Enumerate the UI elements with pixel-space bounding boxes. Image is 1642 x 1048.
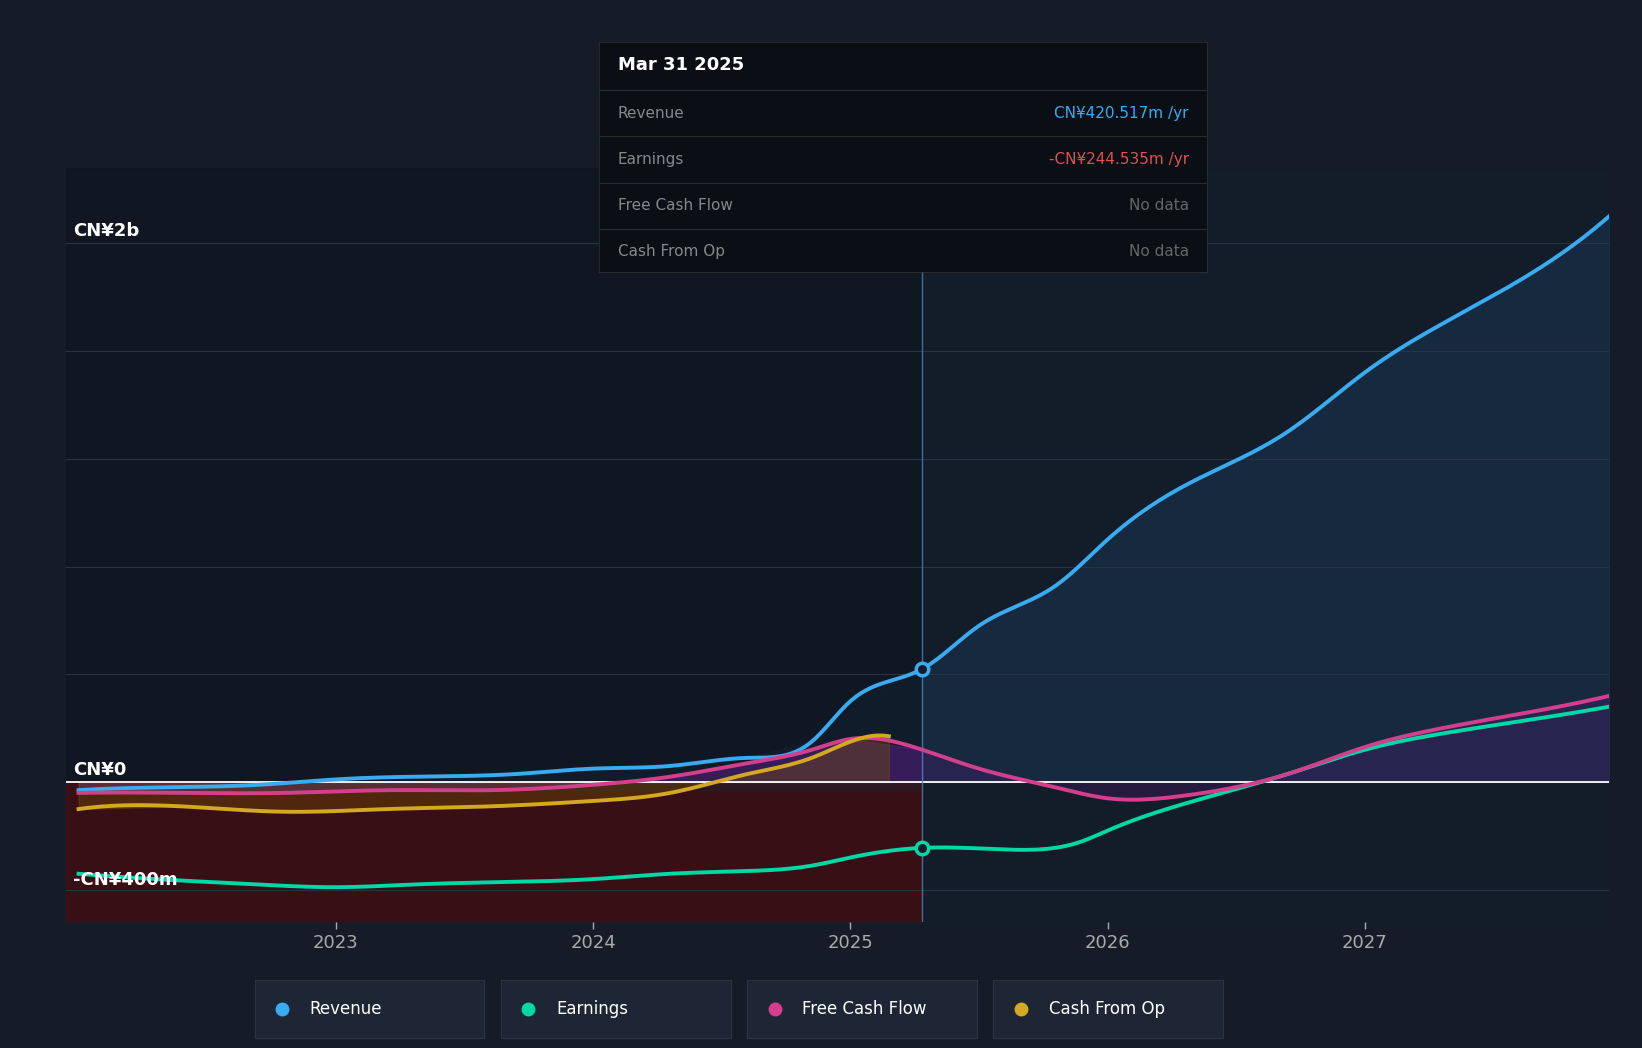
- Text: No data: No data: [1128, 244, 1189, 259]
- Bar: [66, 782, 923, 922]
- Text: CN¥420.517m /yr: CN¥420.517m /yr: [1054, 106, 1189, 121]
- Bar: [66, 168, 923, 922]
- Text: CN¥2b: CN¥2b: [74, 222, 140, 240]
- Text: Free Cash Flow: Free Cash Flow: [803, 1000, 926, 1018]
- Text: Mar 31 2025: Mar 31 2025: [617, 56, 744, 74]
- Text: -CN¥244.535m /yr: -CN¥244.535m /yr: [1049, 152, 1189, 167]
- Text: Earnings: Earnings: [617, 152, 685, 167]
- Text: CN¥0: CN¥0: [74, 762, 126, 780]
- Text: Cash From Op: Cash From Op: [1049, 1000, 1164, 1018]
- Text: Past: Past: [880, 225, 911, 240]
- Text: Analysts Forecasts: Analysts Forecasts: [933, 225, 1076, 240]
- Text: Cash From Op: Cash From Op: [617, 244, 724, 259]
- Text: -CN¥400m: -CN¥400m: [74, 871, 177, 889]
- Text: Revenue: Revenue: [617, 106, 685, 121]
- Bar: [923, 168, 1609, 922]
- Text: No data: No data: [1128, 198, 1189, 213]
- Text: Free Cash Flow: Free Cash Flow: [617, 198, 732, 213]
- Text: Revenue: Revenue: [310, 1000, 383, 1018]
- Text: Earnings: Earnings: [557, 1000, 627, 1018]
